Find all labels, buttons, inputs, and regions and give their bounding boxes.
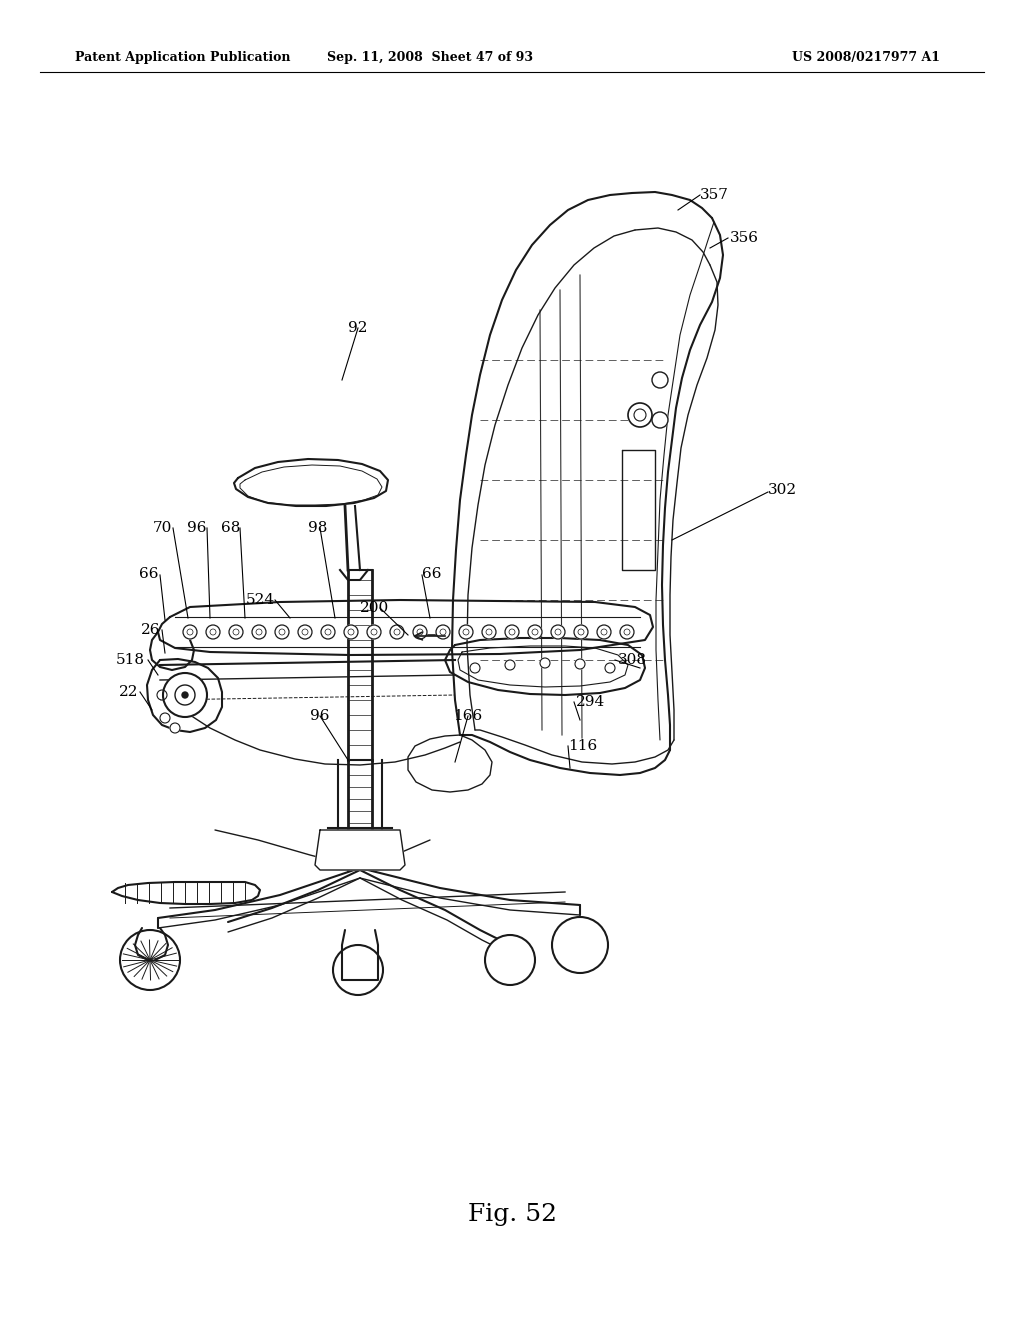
Text: 96: 96 <box>310 709 330 723</box>
Text: 116: 116 <box>568 739 597 752</box>
Text: 294: 294 <box>575 696 605 709</box>
Text: 166: 166 <box>454 709 482 723</box>
Polygon shape <box>234 459 388 506</box>
Circle shape <box>459 624 473 639</box>
Polygon shape <box>315 830 406 870</box>
Text: 357: 357 <box>700 187 729 202</box>
Text: 518: 518 <box>116 653 145 667</box>
Circle shape <box>367 624 381 639</box>
Circle shape <box>157 690 167 700</box>
Circle shape <box>390 624 404 639</box>
Circle shape <box>183 624 197 639</box>
Circle shape <box>160 713 170 723</box>
Text: 66: 66 <box>138 568 158 581</box>
Circle shape <box>163 673 207 717</box>
Circle shape <box>170 723 180 733</box>
Text: 68: 68 <box>220 521 240 535</box>
Text: Sep. 11, 2008  Sheet 47 of 93: Sep. 11, 2008 Sheet 47 of 93 <box>327 50 534 63</box>
Circle shape <box>229 624 243 639</box>
Text: 92: 92 <box>348 321 368 335</box>
Circle shape <box>574 624 588 639</box>
Circle shape <box>528 624 542 639</box>
Circle shape <box>470 663 480 673</box>
Text: 308: 308 <box>618 653 647 667</box>
Circle shape <box>597 624 611 639</box>
Circle shape <box>552 917 608 973</box>
Text: 356: 356 <box>730 231 759 246</box>
Circle shape <box>252 624 266 639</box>
Circle shape <box>485 935 535 985</box>
Circle shape <box>321 624 335 639</box>
Circle shape <box>275 624 289 639</box>
Circle shape <box>482 624 496 639</box>
Text: 98: 98 <box>308 521 328 535</box>
Circle shape <box>575 659 585 669</box>
Text: 96: 96 <box>187 521 207 535</box>
Text: 22: 22 <box>119 685 138 700</box>
Circle shape <box>344 624 358 639</box>
Circle shape <box>551 624 565 639</box>
Polygon shape <box>112 882 260 904</box>
Text: 70: 70 <box>153 521 172 535</box>
Text: 524: 524 <box>246 593 275 607</box>
Text: 66: 66 <box>422 568 441 581</box>
Circle shape <box>333 945 383 995</box>
Circle shape <box>120 931 180 990</box>
Circle shape <box>298 624 312 639</box>
Circle shape <box>436 624 450 639</box>
Circle shape <box>652 372 668 388</box>
Circle shape <box>652 412 668 428</box>
Text: 26: 26 <box>140 623 160 638</box>
Circle shape <box>413 624 427 639</box>
Circle shape <box>620 624 634 639</box>
Circle shape <box>206 624 220 639</box>
Text: Fig. 52: Fig. 52 <box>468 1204 556 1226</box>
Circle shape <box>628 403 652 426</box>
Circle shape <box>505 624 519 639</box>
Text: 200: 200 <box>360 601 389 615</box>
Text: 302: 302 <box>768 483 797 498</box>
Circle shape <box>540 657 550 668</box>
Text: US 2008/0217977 A1: US 2008/0217977 A1 <box>792 50 940 63</box>
Circle shape <box>182 692 188 698</box>
Circle shape <box>605 663 615 673</box>
Circle shape <box>505 660 515 671</box>
Text: Patent Application Publication: Patent Application Publication <box>75 50 291 63</box>
